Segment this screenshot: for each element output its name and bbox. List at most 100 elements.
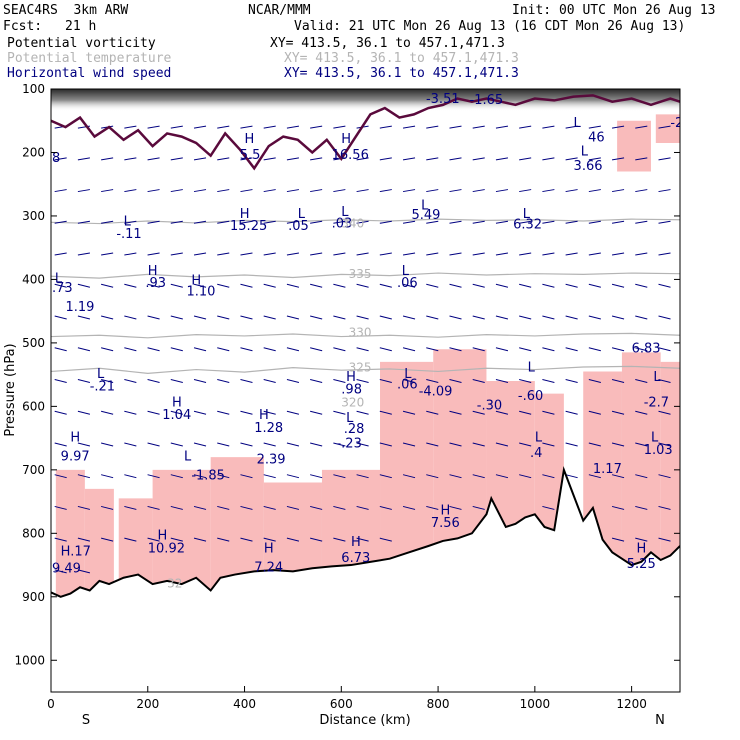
wind-arrow-250 (449, 505, 462, 510)
wind-arrow-196 (356, 505, 369, 510)
extremum-label-6: 1.10 (186, 284, 215, 299)
wind-arrow-32 (101, 189, 114, 193)
wind-arrow-80 (170, 378, 183, 383)
x-tick-label-1200: 1200 (616, 697, 647, 711)
wind-arrow-72 (170, 125, 183, 129)
wind-arrow-192 (356, 378, 369, 383)
wind-arrow-269 (495, 283, 509, 288)
wind-arrow-124 (240, 442, 253, 447)
wind-arrow-168 (310, 505, 323, 510)
wind-arrow-261 (472, 442, 485, 447)
wind-arrow-3 (54, 220, 67, 224)
wind-arrow-21 (77, 315, 91, 320)
wind-arrow-118 (240, 252, 253, 256)
wind-arrow-106 (217, 315, 230, 320)
y-axis-label: Pressure (hPa) (3, 343, 18, 436)
wind-arrow-280 (519, 252, 532, 256)
extremum-label-51: .28 (344, 422, 365, 437)
wind-arrow-107 (217, 347, 230, 352)
wind-arrow-143 (286, 157, 300, 161)
wind-arrow-265 (495, 157, 509, 161)
wind-arrow-322 (588, 410, 601, 415)
model-label: SEAC4RS 3km ARW (3, 3, 129, 18)
wind-arrow-361 (658, 378, 671, 383)
theta-label-320-4: 320 (341, 395, 364, 409)
extremum-label-71: H (351, 535, 361, 550)
wind-arrow-316 (588, 220, 601, 224)
extremum-label-44: L (653, 370, 661, 385)
plot-frame (50, 88, 681, 693)
extremum-label-18: 6.32 (513, 218, 542, 233)
wind-arrow-221 (402, 410, 416, 415)
wind-arrow-173 (333, 220, 346, 224)
wind-arrow-69 (147, 474, 160, 479)
wind-arrow-345 (635, 315, 648, 320)
y-tick-label-200: 200 (22, 145, 45, 159)
wind-arrow-119 (240, 283, 253, 288)
wind-arrow-160 (310, 252, 323, 256)
wind-arrow-260 (472, 410, 485, 415)
extremum-label-69: H (264, 541, 274, 556)
wind-arrow-300 (542, 505, 555, 510)
wind-arrow-291 (542, 220, 555, 224)
wind-arrow-7 (54, 347, 67, 352)
wind-arrow-317 (588, 252, 601, 256)
y-tick-label-100: 100 (22, 82, 45, 96)
wind-arrow-348 (635, 410, 648, 415)
extremum-label-47: 1.04 (162, 408, 191, 423)
extremum-label-68: 9.49 (52, 562, 81, 577)
wind-arrow-275 (495, 474, 509, 479)
extremum-label-52: -.23 (336, 437, 361, 452)
wind-arrow-121 (240, 347, 253, 352)
wind-arrow-334 (611, 410, 625, 415)
wind-arrow-13 (54, 537, 67, 542)
extremum-label-1: .73 (52, 281, 73, 296)
wind-arrow-352 (635, 537, 648, 542)
wind-arrow-166 (310, 442, 323, 447)
wind-arrow-237 (426, 505, 439, 510)
wind-arrow-165 (310, 410, 323, 415)
wind-arrow-37 (101, 347, 114, 352)
wind-arrow-304 (565, 220, 578, 224)
wind-arrow-199 (379, 157, 392, 161)
wind-arrow-274 (495, 442, 509, 447)
wind-arrow-141 (263, 537, 276, 542)
extremum-label-15: L (421, 199, 429, 214)
wind-arrow-209 (379, 474, 392, 479)
wind-arrow-342 (635, 220, 648, 224)
wind-arrow-16 (77, 157, 90, 161)
wind-arrow-360 (658, 347, 671, 352)
extremum-label-5: H (191, 273, 201, 288)
wind-arrow-153 (286, 474, 300, 479)
wind-arrow-161 (310, 283, 323, 288)
wind-arrow-191 (356, 347, 369, 352)
wind-arrow-127 (240, 537, 253, 542)
wind-arrow-362 (658, 410, 671, 415)
wind-arrow-70 (147, 505, 160, 510)
wind-arrow-10 (54, 442, 67, 447)
extremum-label-56: -1.85 (191, 468, 225, 483)
extremum-label-32: .06 (397, 276, 418, 291)
wind-arrow-132 (263, 252, 276, 256)
extremum-label-41: L (528, 360, 536, 375)
shade-region-4 (210, 457, 264, 591)
wind-arrow-259 (472, 378, 485, 383)
wind-arrow-125 (240, 474, 253, 479)
wind-arrow-152 (286, 442, 300, 447)
wind-arrow-263 (472, 505, 485, 510)
wind-arrow-248 (449, 442, 462, 447)
wind-arrow-58 (147, 125, 160, 129)
wind-arrow-85 (170, 537, 183, 542)
fcst-label: Fcst: (3, 19, 43, 34)
wind-arrow-98 (193, 505, 207, 510)
wind-arrow-294 (542, 315, 555, 320)
wind-arrow-129 (263, 157, 276, 161)
wind-arrow-82 (170, 442, 183, 447)
wind-arrow-66 (147, 378, 160, 383)
valid-time: Valid: 21 UTC Mon 26 Aug 13 (16 CDT Mon … (294, 19, 686, 34)
wind-arrow-346 (635, 347, 648, 352)
wind-arrow-242 (449, 252, 462, 256)
wind-arrow-299 (542, 474, 555, 479)
wind-arrow-137 (263, 410, 276, 415)
wind-arrow-77 (170, 283, 183, 288)
